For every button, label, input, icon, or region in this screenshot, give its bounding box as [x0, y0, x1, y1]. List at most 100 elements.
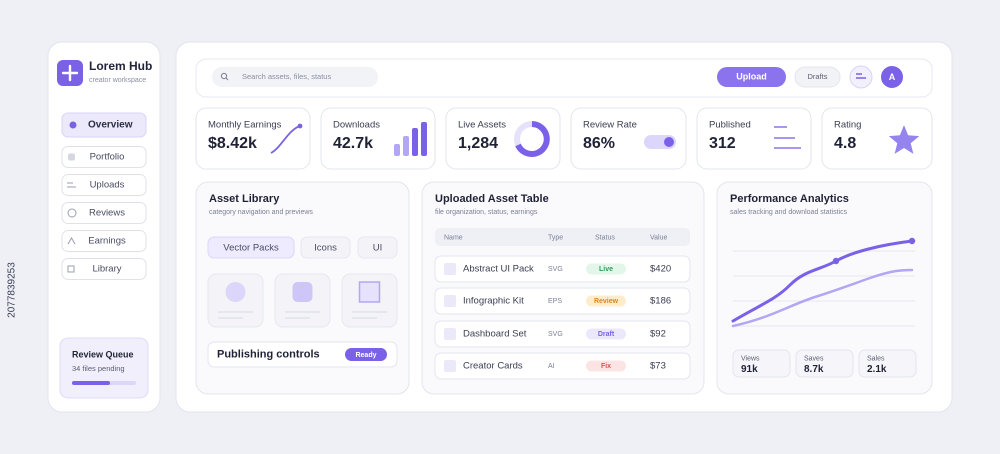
status-badge [586, 295, 626, 307]
tab-bg [207, 236, 295, 259]
category-tab[interactable]: UI [357, 236, 398, 259]
nav-item[interactable]: Overview [61, 112, 147, 138]
stat-star-icon [888, 125, 920, 154]
stat-donut-arc [515, 121, 550, 157]
nav-item[interactable]: Library [61, 258, 147, 280]
upload-label: Upload [736, 71, 767, 81]
stat-value: 42.7k [333, 135, 373, 152]
tab-bg [357, 236, 398, 259]
status-badge [586, 360, 626, 372]
drafts-label: Drafts [807, 72, 827, 81]
asset-value: $73 [650, 361, 666, 372]
column-header: Type [548, 234, 563, 241]
drafts-bg [794, 66, 841, 88]
stat-bar-icon [403, 136, 409, 156]
search-icon [220, 72, 228, 80]
status-label: Draft [598, 331, 615, 338]
nav-item-bg [61, 174, 147, 196]
stat-label: Downloads [333, 120, 380, 131]
asset-thumbnail[interactable] [274, 273, 331, 328]
avatar-bg [881, 66, 903, 88]
stat-label: Live Assets [458, 120, 506, 131]
asset-type: EPS [548, 298, 562, 305]
category-tab[interactable]: Vector Packs [207, 236, 295, 259]
asset-value: $420 [650, 264, 671, 275]
table-row[interactable]: Creator Cards AI Fix $73 [434, 352, 691, 380]
metric-label: Sales [867, 355, 885, 362]
drafts-button[interactable]: Drafts [794, 66, 841, 88]
asset-library: Asset Library category navigation and pre… [195, 181, 410, 395]
metric-bg [795, 349, 854, 378]
stat-value: 312 [709, 135, 736, 152]
watermark-id: 2077839253 [7, 262, 18, 318]
menu-icon [856, 73, 866, 79]
thumbnail-shape [358, 281, 381, 303]
metric-value: 8.7k [804, 364, 824, 375]
tab-label: Vector Packs [223, 243, 279, 254]
tab-bg [300, 236, 351, 259]
column-header: Name [444, 234, 463, 241]
search-placeholder: Search assets, files, status [242, 72, 331, 81]
trend-line-primary [731, 239, 914, 323]
row-bg [434, 352, 691, 380]
status-badge [586, 263, 626, 275]
stat-label: Review Rate [583, 120, 637, 131]
table-row[interactable]: Dashboard Set SVG Draft $92 [434, 320, 691, 348]
asset-thumbnail[interactable] [341, 273, 398, 328]
stat-card: Downloads 42.7k [320, 107, 436, 170]
metric-box: Sales 2.1k [858, 349, 917, 378]
stat-toggle-knob [664, 137, 674, 147]
asset-type: SVG [548, 266, 563, 273]
nav-label: Overview [88, 120, 133, 131]
nav-item-bg [61, 258, 147, 280]
nav-item-bg [61, 112, 147, 138]
stat-label: Published [709, 120, 751, 131]
stat-card: Review Rate 86% [570, 107, 687, 170]
panel-title: Asset Library [209, 193, 280, 205]
tab-label: UI [373, 243, 383, 254]
nav-item-bg [61, 202, 147, 224]
asset-name: Dashboard Set [463, 329, 527, 340]
stat-card: Monthly Earnings $8.42k [195, 107, 311, 170]
nav-item[interactable]: Uploads [61, 174, 147, 196]
asset-type: SVG [548, 331, 563, 338]
metric-bg [732, 349, 791, 378]
queue-status: 34 files pending [72, 364, 125, 373]
upload-bg [717, 67, 786, 87]
top-bar: Search assets, files, status Upload Drafts… [195, 58, 933, 98]
category-tab[interactable]: Icons [300, 236, 351, 259]
nav-icon [67, 265, 75, 273]
trend-point [908, 237, 916, 245]
avatar[interactable]: A [881, 66, 903, 88]
upload-button[interactable]: Upload [717, 67, 786, 87]
stat-card-bg [821, 107, 933, 170]
stat-lines-icon [774, 126, 801, 149]
stat-label: Monthly Earnings [208, 120, 282, 131]
stat-card: Rating 4.8 [821, 107, 933, 170]
nav-item[interactable]: Reviews [61, 202, 147, 224]
status-badge [586, 328, 626, 340]
stat-value: 1,284 [458, 135, 498, 152]
stat-card-bg [570, 107, 687, 170]
tab-label: Icons [314, 243, 337, 254]
nav-item[interactable]: Earnings [61, 230, 147, 252]
nav-item[interactable]: Portfolio [61, 146, 147, 168]
stat-bar-icon [394, 144, 400, 156]
stat-value: 4.8 [834, 135, 856, 152]
nav-icon [67, 237, 76, 245]
panel-title: Uploaded Asset Table [435, 193, 549, 205]
sidebar: Lorem Hub creator workspace Overview Portfo… [47, 41, 161, 413]
queue-progress-fill [72, 381, 110, 385]
table-row[interactable]: Infographic Kit EPS Review $186 [434, 287, 691, 315]
row-bg [434, 320, 691, 348]
panel-subtitle: category navigation and previews [209, 209, 313, 216]
menu-button[interactable] [849, 65, 873, 89]
stat-sparkline [270, 125, 301, 154]
table-row[interactable]: Abstract UI Pack SVG Live $420 [434, 255, 691, 283]
asset-thumbnail[interactable] [207, 273, 264, 328]
search-box[interactable]: Search assets, files, status [212, 67, 378, 87]
thumbnail-lines [285, 311, 320, 319]
trend-line-secondary [731, 268, 914, 328]
menu-bg [849, 65, 873, 89]
